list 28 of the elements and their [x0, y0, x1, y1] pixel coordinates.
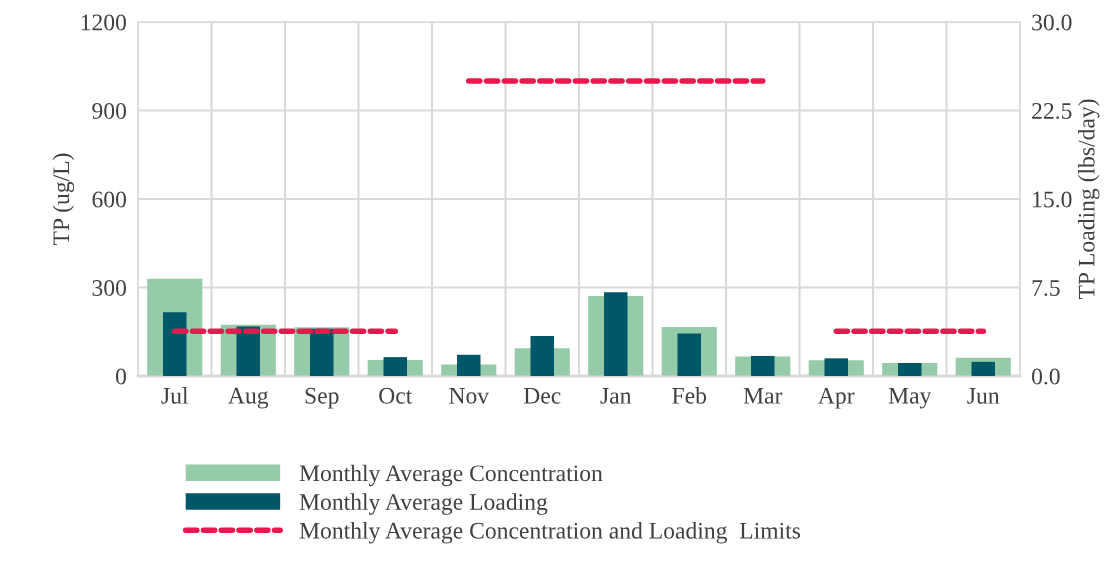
x-tick-label: Jan — [600, 388, 632, 404]
x-tick-label: Apr — [818, 387, 855, 409]
legend-label: Monthly Average Concentration and Loading Limits — [299, 522, 801, 544]
x-tick-label: Jul — [161, 387, 189, 404]
legend-label: Monthly Average Concentration — [299, 464, 603, 487]
x-tick-label: Nov — [449, 388, 490, 404]
y-tick-label: 1200 — [81, 14, 126, 31]
x-tick-label: Oct — [379, 387, 413, 404]
bar — [162, 312, 187, 376]
x-tick-label: May — [888, 387, 932, 409]
x-tick-label: Jun — [967, 388, 1000, 404]
x-tick-label: Aug — [228, 387, 269, 409]
x-tick-label: Feb — [672, 387, 707, 404]
y2-tick-label: 30.0 — [1032, 14, 1072, 31]
y2-axis-title: TP Loading (lbs/day) — [1077, 99, 1100, 300]
y2-tick-label: 0.0 — [1032, 368, 1060, 385]
y2-tick-label: 22.5 — [1032, 103, 1072, 120]
legend-label: Monthly Average Loading — [299, 493, 548, 515]
y-axis-title: TP (ug/L) — [52, 153, 75, 246]
y-tick-label: 900 — [92, 102, 126, 119]
y-tick-label: 600 — [92, 191, 126, 208]
x-tick-label: Dec — [523, 388, 561, 404]
y2-tick-label: 15.0 — [1033, 191, 1072, 208]
y-tick-label: 0 — [115, 368, 126, 385]
x-tick-label: Mar — [743, 388, 783, 404]
x-tick-label: Sep — [305, 387, 339, 409]
y2-tick-label: 7.5 — [1032, 280, 1060, 297]
y-tick-label: 300 — [92, 279, 126, 296]
